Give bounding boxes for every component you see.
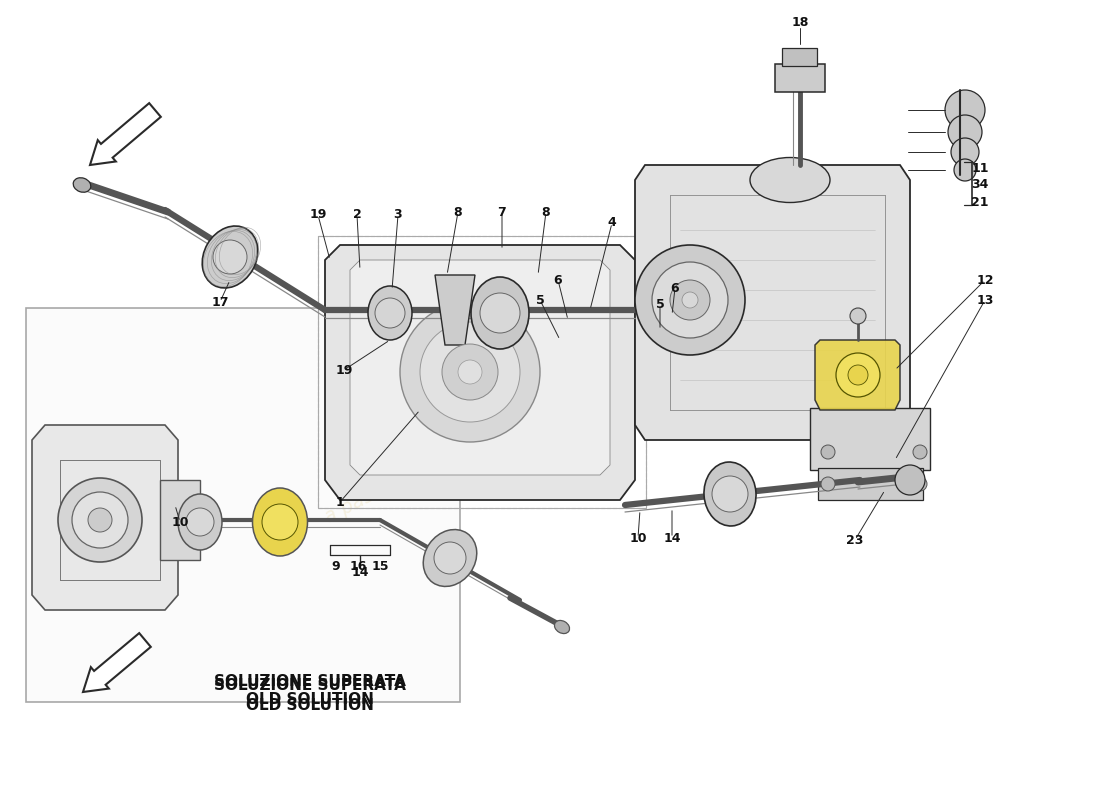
Polygon shape [434, 275, 475, 345]
Circle shape [458, 360, 482, 384]
Circle shape [848, 365, 868, 385]
Circle shape [850, 308, 866, 324]
Text: 6: 6 [553, 274, 562, 286]
Ellipse shape [704, 462, 756, 526]
Text: 4: 4 [607, 217, 616, 230]
Circle shape [682, 292, 698, 308]
Text: 34: 34 [971, 178, 989, 191]
FancyArrow shape [90, 103, 161, 165]
Ellipse shape [178, 494, 222, 550]
Text: 19: 19 [336, 363, 353, 377]
Bar [810, 408, 930, 470]
Circle shape [952, 138, 979, 166]
Bar [318, 236, 646, 508]
Circle shape [821, 445, 835, 459]
FancyBboxPatch shape [26, 308, 460, 702]
Circle shape [821, 477, 835, 491]
Ellipse shape [471, 277, 529, 349]
Circle shape [213, 240, 248, 274]
Circle shape [186, 508, 214, 536]
Polygon shape [815, 340, 900, 410]
Circle shape [652, 262, 728, 338]
Text: OLD SOLUTION: OLD SOLUTION [246, 693, 374, 707]
Text: 1: 1 [336, 495, 344, 509]
Text: 5: 5 [536, 294, 544, 306]
Circle shape [635, 245, 745, 355]
Circle shape [420, 322, 520, 422]
Text: 14: 14 [663, 531, 681, 545]
Circle shape [712, 476, 748, 512]
Circle shape [262, 504, 298, 540]
Bar [318, 236, 646, 508]
Bar [818, 468, 923, 500]
Ellipse shape [202, 226, 257, 288]
Circle shape [836, 353, 880, 397]
Text: a passion for works since 1946: a passion for works since 1946 [421, 333, 698, 487]
Polygon shape [160, 480, 200, 560]
Text: 13: 13 [977, 294, 993, 306]
Circle shape [58, 478, 142, 562]
Circle shape [434, 542, 466, 574]
Polygon shape [635, 165, 910, 440]
Circle shape [948, 115, 982, 149]
Ellipse shape [554, 621, 570, 634]
Circle shape [945, 90, 984, 130]
Circle shape [72, 492, 128, 548]
Polygon shape [324, 245, 635, 500]
Text: 3: 3 [394, 209, 403, 222]
Text: 17: 17 [211, 295, 229, 309]
Circle shape [913, 445, 927, 459]
Text: 10: 10 [172, 515, 189, 529]
Polygon shape [32, 425, 178, 610]
Circle shape [88, 508, 112, 532]
FancyArrow shape [82, 633, 151, 692]
Text: 11: 11 [971, 162, 989, 174]
Text: SOLUZIONE SUPERATA: SOLUZIONE SUPERATA [214, 678, 406, 693]
Text: SOLUZIONE SUPERATA: SOLUZIONE SUPERATA [214, 674, 406, 690]
Text: 5: 5 [656, 298, 664, 311]
Text: 14: 14 [351, 566, 369, 578]
Text: 12: 12 [977, 274, 993, 286]
Circle shape [400, 302, 540, 442]
Text: 7: 7 [497, 206, 506, 218]
Circle shape [442, 344, 498, 400]
Bar [782, 48, 817, 66]
Text: 23: 23 [846, 534, 864, 546]
Text: 19: 19 [309, 209, 327, 222]
Circle shape [895, 465, 925, 495]
Text: 9: 9 [332, 561, 340, 574]
Text: 18: 18 [791, 15, 808, 29]
Text: 6: 6 [671, 282, 680, 294]
Text: OLD SOLUTION: OLD SOLUTION [246, 698, 374, 713]
Bar [776, 64, 825, 92]
Text: 8: 8 [541, 206, 550, 218]
Text: a passion for works since 1946: a passion for works since 1946 [321, 373, 598, 527]
Polygon shape [350, 260, 610, 475]
Circle shape [954, 159, 976, 181]
Text: 15: 15 [372, 561, 388, 574]
Text: 21: 21 [971, 195, 989, 209]
Ellipse shape [424, 530, 476, 586]
Circle shape [913, 477, 927, 491]
Ellipse shape [750, 158, 830, 202]
Ellipse shape [368, 286, 412, 340]
Circle shape [480, 293, 520, 333]
Circle shape [375, 298, 405, 328]
Ellipse shape [253, 488, 308, 556]
Text: 2: 2 [353, 209, 362, 222]
Ellipse shape [74, 178, 91, 192]
Text: 10: 10 [629, 531, 647, 545]
Circle shape [670, 280, 710, 320]
Text: 16: 16 [350, 561, 366, 574]
Text: 8: 8 [453, 206, 462, 218]
